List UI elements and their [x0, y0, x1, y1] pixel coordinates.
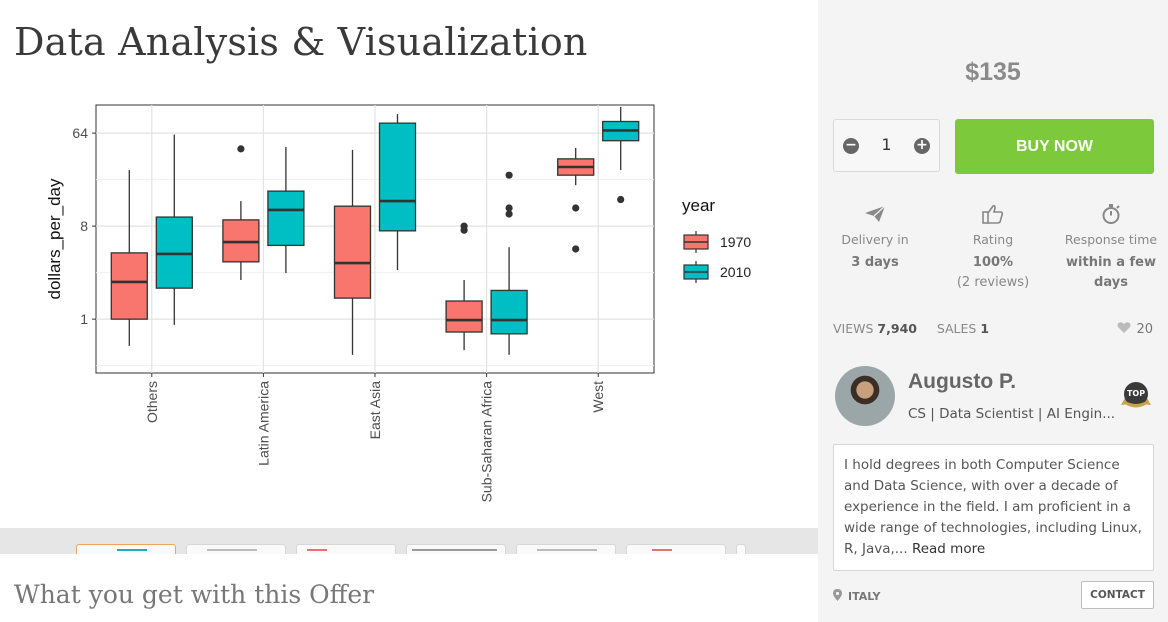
box-2010 — [267, 190, 305, 247]
thumbnail-4[interactable] — [406, 544, 506, 554]
bio-text: I hold degrees in both Computer Science … — [844, 457, 1142, 557]
response-stat: Response time within a few days — [1056, 203, 1166, 293]
y-tick-label: 1 — [80, 311, 88, 327]
views-sales-row: VIEWS 7,940 SALES 1 20 — [833, 321, 1153, 338]
views-value: 7,940 — [877, 321, 917, 336]
rating-stat: Rating 100% (2 reviews) — [938, 203, 1048, 293]
buy-now-button[interactable]: BUY NOW — [955, 119, 1154, 174]
thumbs-up-icon — [938, 203, 1048, 225]
delivery-label: Delivery in — [841, 232, 909, 247]
box-2010 — [378, 122, 417, 232]
seller-role: CS | Data Scientist | AI Engin... — [908, 406, 1116, 422]
quantity-decrease-button[interactable]: − — [843, 138, 859, 154]
rating-reviews[interactable]: (2 reviews) — [956, 275, 1030, 290]
outlier-point — [505, 171, 513, 179]
thumbnail-strip — [0, 528, 818, 554]
legend-label-2010: 2010 — [720, 264, 751, 280]
thumbnail-6[interactable] — [626, 544, 726, 554]
outlier-point — [572, 204, 580, 212]
y-tick-label: 64 — [72, 125, 88, 141]
chart-image[interactable]: 1 8 64 Others Latin America East Asia Sub-Saha… — [40, 95, 800, 525]
y-axis-title: dollars_per_day — [45, 178, 64, 299]
map-pin-icon — [833, 589, 842, 604]
outlier-point — [505, 204, 513, 212]
likes-count: 20 — [1136, 322, 1153, 337]
response-value: within a few days — [1066, 255, 1156, 290]
seller-name[interactable]: Augusto P. — [908, 370, 1017, 393]
country-label: ITALY — [848, 590, 881, 603]
page-title: Data Analysis & Visualization — [14, 20, 588, 64]
sales-value: 1 — [980, 321, 990, 336]
x-tick-label: Latin America — [255, 381, 271, 466]
like-button[interactable]: 20 — [1117, 321, 1153, 338]
quantity-value[interactable]: 1 — [881, 135, 892, 154]
x-tick-label: East Asia — [367, 381, 383, 440]
legend-title: year — [682, 196, 715, 215]
purchase-sidebar: $135 − 1 + BUY NOW Delivery in 3 days Ra… — [818, 0, 1168, 622]
box-1970 — [445, 300, 483, 333]
top-seller-badge-icon: TOP — [1121, 382, 1151, 408]
seller-card: Augusto P. CS | Data Scientist | AI Engi… — [833, 364, 1153, 430]
quantity-increase-button[interactable]: + — [914, 138, 930, 154]
thumbnail-1[interactable] — [76, 544, 176, 554]
stopwatch-icon — [1056, 203, 1166, 225]
quantity-stepper: − 1 + — [833, 119, 940, 172]
thumbnail-5[interactable] — [516, 544, 616, 554]
offer-heading: What you get with this Offer — [14, 580, 375, 609]
y-tick-label: 8 — [80, 218, 88, 234]
contact-button[interactable]: CONTACT — [1081, 581, 1154, 609]
main-content: Data Analysis & Visualization 1 8 64 Others… — [0, 20, 818, 609]
delivery-stat: Delivery in 3 days — [820, 203, 930, 273]
price: $135 — [965, 58, 1021, 86]
paper-plane-icon — [820, 203, 930, 225]
box-1970 — [333, 205, 372, 299]
outlier-point — [617, 195, 625, 204]
x-tick-label: Sub-Saharan Africa — [479, 381, 495, 503]
heart-icon — [1117, 321, 1131, 338]
box-2010 — [155, 216, 193, 289]
box-1970 — [110, 252, 148, 320]
x-tick-label: West — [590, 381, 606, 413]
x-tick-label: Others — [144, 381, 160, 423]
outlier-point — [237, 145, 245, 153]
thumbnail-2[interactable] — [186, 544, 286, 554]
boxplot-chart: 1 8 64 Others Latin America East Asia Sub-Saha… — [45, 104, 751, 503]
response-label: Response time — [1064, 232, 1158, 247]
delivery-value: 3 days — [851, 255, 899, 270]
rating-value: 100% — [972, 255, 1014, 270]
badge-text: TOP — [1127, 389, 1145, 398]
read-more-link[interactable]: Read more — [911, 541, 986, 557]
rating-label: Rating — [972, 232, 1014, 247]
sales-label: SALES — [936, 321, 977, 336]
legend-label-1970: 1970 — [720, 234, 751, 250]
thumbnail-3[interactable] — [296, 544, 396, 554]
box-2010 — [490, 289, 528, 335]
views-label: VIEWS — [833, 321, 874, 336]
seller-location: ITALY — [833, 589, 881, 604]
outlier-point — [460, 222, 468, 230]
outlier-point — [505, 210, 513, 218]
outlier-point — [572, 245, 580, 253]
seller-bio: I hold degrees in both Computer Science … — [833, 444, 1154, 571]
avatar[interactable] — [835, 366, 895, 426]
thumbnail-7[interactable] — [736, 544, 746, 554]
